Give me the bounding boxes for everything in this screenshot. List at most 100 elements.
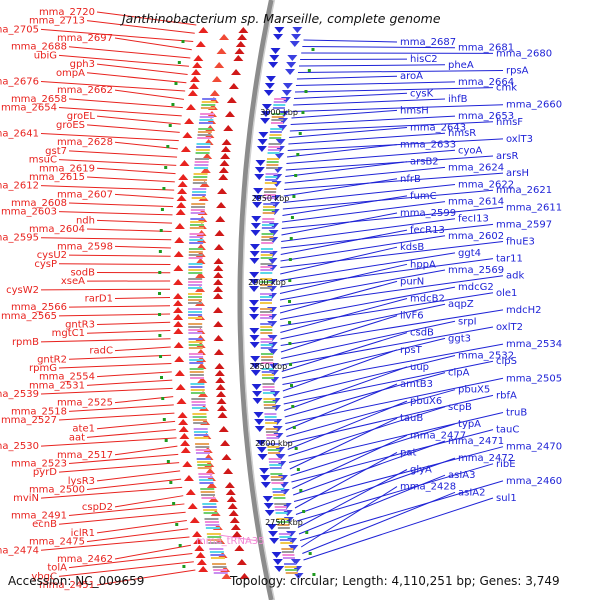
feature-band (261, 356, 274, 358)
forward-gene-arrow (226, 496, 237, 502)
feature-band (263, 398, 276, 400)
forward-gene-label: mma_2531 (29, 380, 85, 391)
forward-gene-label: ompA (56, 68, 85, 79)
reverse-gene-arrow (270, 48, 281, 54)
feature-band (277, 524, 290, 526)
feature-band (190, 386, 205, 388)
track-dot (294, 447, 298, 450)
reverse-gene-arrow (282, 510, 293, 516)
feature-band (274, 98, 287, 100)
reverse-gene-label: mma_2621 (496, 185, 552, 196)
feature-band (261, 359, 274, 361)
feature-band (194, 434, 209, 436)
reverse-gene-arrow (271, 552, 282, 558)
reverse-gene-label: mma_2614 (448, 197, 504, 208)
forward-gene-label: mma_2720 (39, 7, 95, 18)
forward-gene-arrow (195, 41, 206, 47)
feature-band (274, 506, 287, 508)
reverse-gene-arrow (267, 349, 278, 355)
forward-gene-arrow (236, 559, 247, 565)
forward-gene-label: mma_2676 (0, 76, 39, 87)
forward-gene-arrow (224, 482, 235, 488)
kbp-marker: 2800 kbp (255, 439, 293, 448)
feature-band (192, 416, 207, 418)
forward-gene-arrow (213, 293, 224, 299)
feature-band (189, 368, 204, 370)
forward-gene-arrow (178, 419, 189, 425)
forward-gene-label: mma_2595 (0, 233, 39, 244)
track-dot (158, 292, 162, 295)
reverse-gene-label: mma_2660 (506, 100, 562, 111)
forward-gene-arrow (183, 475, 194, 481)
feature-band (272, 488, 285, 490)
feature-band (188, 278, 203, 280)
feature-band (197, 134, 212, 136)
forward-gene-arrow (223, 125, 234, 131)
feature-band (280, 542, 293, 544)
forward-leader-line (58, 462, 180, 473)
forward-gene-arrow (216, 202, 227, 208)
forward-gene-arrow (173, 293, 184, 299)
feature-band (195, 446, 210, 448)
feature-band (188, 284, 203, 286)
forward-gene-label: xseA (61, 276, 85, 287)
reverse-gene-label: mma_2624 (448, 162, 504, 173)
reverse-gene-label: hisC2 (410, 54, 438, 65)
reverse-gene-label: tar11 (496, 254, 523, 265)
forward-leader-line (86, 330, 171, 334)
reverse-gene-label: rpsT (400, 345, 423, 356)
reverse-leader-line (289, 127, 408, 138)
reverse-leader-line (280, 303, 446, 340)
forward-leader-line (114, 396, 174, 404)
reverse-gene-label: ggt4 (458, 248, 481, 259)
reverse-gene-arrow (282, 83, 293, 89)
reverse-gene-label: truB (506, 408, 527, 419)
feature-band (190, 221, 205, 223)
forward-leader-line (86, 176, 175, 183)
forward-gene-arrow (218, 174, 229, 180)
track-dot (174, 82, 178, 85)
feature-band (200, 107, 215, 109)
feature-band (213, 569, 228, 571)
reverse-gene-label: ribE (496, 459, 516, 470)
forward-gene-arrow (237, 34, 248, 40)
reverse-leader-line (280, 309, 504, 346)
track-dot (158, 334, 162, 337)
forward-leader-line (68, 354, 172, 360)
feature-band (261, 224, 274, 226)
forward-gene-label: groEL (67, 111, 96, 122)
forward-gene-arrow (218, 426, 229, 432)
forward-leader-line (40, 486, 183, 499)
feature-band (268, 143, 281, 145)
forward-gene-arrow (213, 244, 224, 250)
forward-gene-arrow (218, 167, 229, 173)
gene-labels: 3000 kbp 2950 kbp 2900 kbp 2850 kbp 2800 kbp… (0, 7, 562, 591)
reverse-leader-line (280, 298, 408, 333)
feature-band (281, 551, 294, 553)
forward-leader-line (68, 305, 171, 308)
reverse-gene-arrow (260, 482, 271, 488)
reverse-leader-line (293, 98, 446, 106)
forward-gene-arrow (220, 440, 231, 446)
feature-band (206, 533, 221, 535)
forward-leader-line (96, 167, 176, 175)
forward-leader-line (96, 11, 197, 26)
forward-gene-label: mma_2525 (57, 398, 113, 409)
reverse-gene-arrow (249, 314, 260, 320)
forward-gene-arrow (230, 524, 241, 530)
feature-band (188, 311, 203, 313)
reverse-gene-label: mma_2680 (496, 48, 552, 59)
feature-band (263, 197, 276, 199)
feature-band (198, 122, 213, 124)
feature-band (273, 101, 286, 103)
feature-band (188, 308, 203, 310)
forward-gene-label: lysR3 (68, 476, 95, 487)
reverse-gene-arrow (255, 160, 266, 166)
feature-band (204, 521, 219, 523)
feature-band (285, 569, 298, 571)
reverse-gene-arrow (251, 384, 262, 390)
reverse-gene-arrow (287, 55, 298, 61)
feature-band (189, 239, 204, 241)
forward-gene-label: cysP (34, 259, 57, 270)
feature-band (260, 353, 273, 355)
